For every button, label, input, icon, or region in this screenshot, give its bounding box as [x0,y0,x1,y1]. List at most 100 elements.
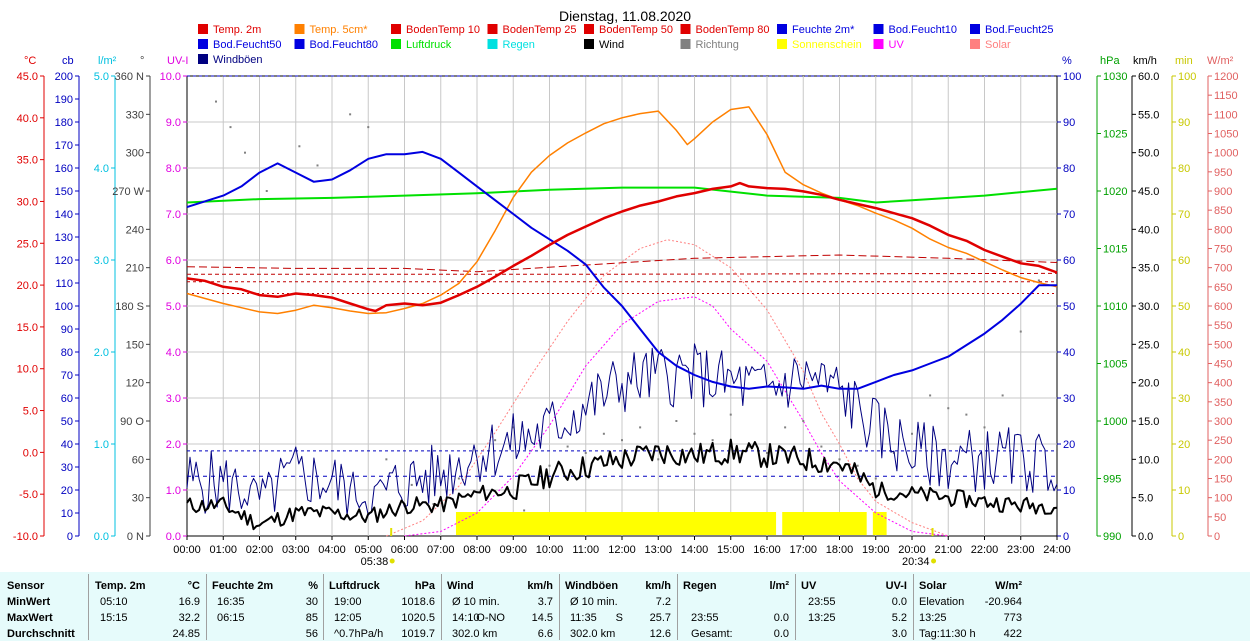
legend-label: Wind [599,39,624,51]
stats-separator [795,574,796,640]
legend-swatch [391,24,401,34]
axis-tick-label: 200 [55,71,73,83]
x-tick-label: 05:00 [354,544,382,556]
weather-chart: Dienstag, 11.08.2020 Temp. 2m Temp. 5cm* B… [13,8,1239,568]
axis-tick-label: 30 [132,493,144,505]
stats-temp-value: 24.85 [172,628,200,640]
legend-item: Richtung [680,39,739,51]
axis-unit: hPa [1100,55,1120,67]
series-layer [186,75,1058,537]
legend-label: BodenTemp 10 [406,24,480,36]
direction-point [410,483,413,486]
axis-tick-label: 0.0 [23,447,38,459]
stats-temp-time: 15:15 [100,612,128,624]
axis-tick-label: 300 [126,148,144,160]
stats-uv-time: 23:55 [808,596,836,608]
axis-tick-label: 1015 [1103,244,1127,256]
legend-label: Temp. 2m [213,24,261,36]
axis-tick-label: 60 [1063,255,1075,267]
axis-tick-label: 160 [55,163,73,175]
stats-solar-time: Tag:11:30 h [919,628,976,640]
stats-header-solar: Solar [919,580,947,592]
axis-tick-label: 7.0 [166,209,181,221]
stats-rain-value: 0.0 [773,612,789,624]
direction-point [693,432,696,435]
stats-temp-value: 32.2 [178,612,200,624]
stats-rain-time: 23:55 [691,612,719,624]
stats-solar-value: 773 [1003,612,1022,624]
stats-header-sensor: Sensor [7,580,45,592]
axis-tick-label: 20 [61,485,73,497]
chart-title: Dienstag, 11.08.2020 [559,8,691,24]
direction-point [911,432,913,435]
axis-tick-label: 0.0 [94,531,109,543]
axis-tick-label: 150 [1214,474,1232,486]
legend-label: Temp. 5cm* [310,24,369,36]
axis-tick-label: 10 [1178,485,1190,497]
axis-tick-label: 240 [126,224,144,236]
x-tick-label: 09:00 [499,544,527,556]
axis-tick-label: 140 [55,209,73,221]
axis-tick-label: 190 [55,94,73,106]
axis-tick-label: 70 [61,370,73,382]
axis-tick-label: 60 [132,454,144,466]
axis-tick-label: 150 [55,186,73,198]
stats-uv-value: 0.0 [891,596,907,608]
legend-swatch [873,39,884,49]
axis-tick-label: 950 [1214,167,1232,179]
legend-item: BodenTemp 80 [680,24,770,36]
axis-tick-label: 55.0 [1138,109,1159,121]
legend-label: Bod.Feucht25 [985,24,1054,36]
axis-tick-label: 10 [1063,485,1075,497]
stats-hum-time: 16:35 [217,596,245,608]
direction-point [523,509,526,512]
direction-point [229,126,232,129]
legend-item: UV [873,39,904,51]
axis-tick-label: 250 [1214,435,1232,447]
axis-tick-label: 5.0 [23,406,38,418]
stats-solar-time: 13:25 [919,612,947,624]
x-tick-label: 13:00 [644,544,672,556]
stats-unit-hum: % [308,580,318,592]
series-uv [404,296,949,537]
stats-wind-time: Ø 10 min. [452,596,500,608]
stats-header-wind: Wind [447,580,474,592]
stats-hum-value: 30 [305,596,318,608]
stats-uv-value: 5.2 [891,612,907,624]
stats-gust-time: 11:35 [570,612,597,624]
direction-point [766,451,768,454]
axis-tick-label: 30 [61,462,73,474]
axis-tick-label: 50 [1214,512,1226,524]
axis-tick-label: 110 [55,278,73,290]
stats-header-hum: Feuchte 2m [212,580,274,592]
stats-uv-value: 3.0 [891,628,907,640]
axis-tick-label: 10 [61,508,73,520]
axis-tick-label: 35.0 [1138,263,1159,275]
legend-item: Feuchte 2m* [777,24,855,36]
direction-point [856,464,859,467]
sunshine-bar [455,512,777,535]
direction-point [244,151,246,154]
stats-temp-time: 05:10 [100,596,128,608]
axis-tick-label: 0 N [127,531,144,543]
x-tick-label: 02:00 [246,544,274,556]
axis-tick-label: 10.0 [1138,454,1159,466]
axis-tick-label: 120 [126,378,144,390]
stats-press-value: 1020.5 [401,612,435,624]
x-tick-label: 23:00 [1007,544,1035,556]
series-wind [186,438,1058,531]
direction-point [947,407,950,410]
axis-tick-label: 100 [1063,71,1081,83]
stats-row-label: MaxWert [7,612,53,624]
legend-item: Bod.Feucht10 [873,24,957,36]
stats-unit-uv: UV-I [885,580,907,592]
axis-tick-label: 80 [61,347,73,359]
x-tick-label: 20:00 [898,544,926,556]
direction-point [711,439,714,442]
axis-tick-label: 1030 [1103,71,1127,83]
stats-gust-value: 7.2 [655,596,671,608]
stats-hum-time: 06:15 [217,612,245,624]
axis-tick-label: 90 [1063,117,1075,129]
legend-label: BodenTemp 80 [696,24,770,36]
